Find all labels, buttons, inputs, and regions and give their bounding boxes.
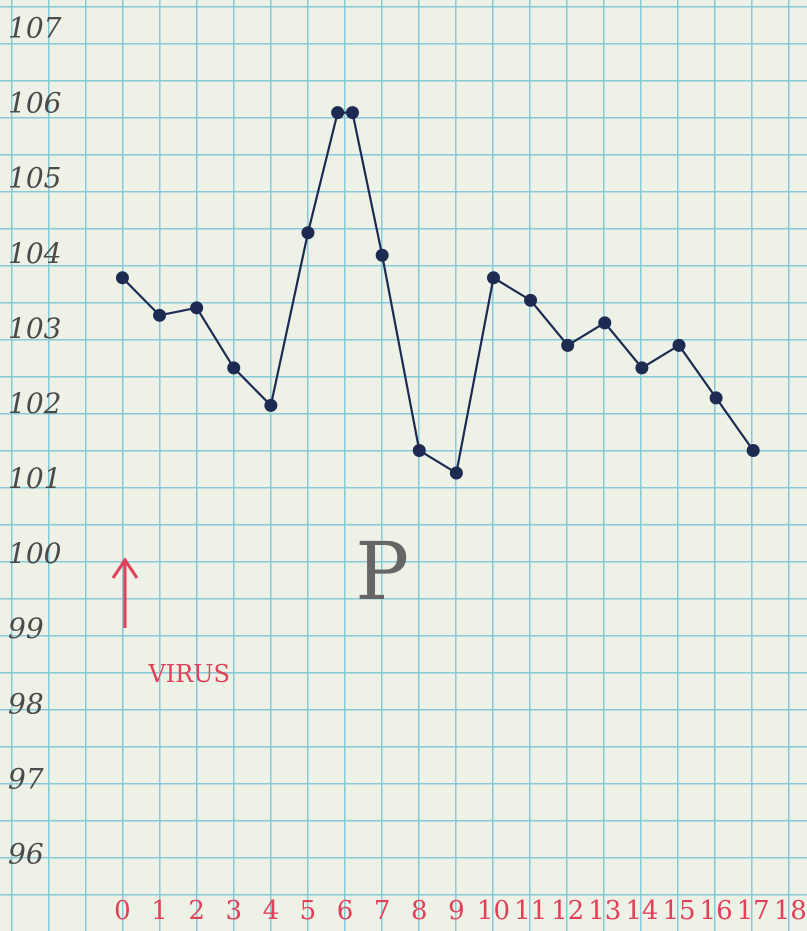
data-point [709,391,723,405]
y-tick-label: 99 [8,612,44,645]
x-tick-label: 18 [774,896,807,926]
data-point [264,398,278,412]
data-point [635,361,649,375]
y-tick-label: 101 [8,462,61,495]
x-tick-label: 6 [337,896,354,926]
x-tick-label: 5 [300,896,317,926]
x-tick-label: 14 [625,896,658,926]
data-point [449,466,463,480]
y-tick-label: 102 [8,387,61,420]
data-point [412,443,426,457]
y-tick-label: 107 [8,12,62,45]
data-point [561,338,575,352]
data-point [331,106,345,120]
data-point [153,308,167,322]
x-tick-label: 10 [477,896,510,926]
x-tick-label: 8 [411,896,428,926]
x-tick-label: 11 [514,896,547,926]
x-tick-label: 13 [588,896,621,926]
x-tick-label: 9 [448,896,465,926]
data-point [345,106,359,120]
x-tick-label: 1 [151,896,168,926]
virus-arrowhead [111,557,139,579]
y-tick-label: 106 [8,87,61,120]
data-point [524,293,538,307]
y-tick-label: 104 [8,237,61,270]
data-point [190,301,204,315]
annotation: VIRUS [147,660,230,688]
y-tick-label: 96 [8,837,44,870]
data-point [301,226,315,240]
x-tick-label: 0 [114,896,131,926]
y-tick-label: 103 [8,312,61,345]
data-point [486,271,500,285]
data-point [375,248,389,262]
series-line [121,111,755,475]
x-tick-label: 3 [225,896,242,926]
x-tick-label: 15 [662,896,695,926]
x-tick-label: 12 [551,896,584,926]
y-tick-label: 97 [8,762,44,795]
x-tick-label: 17 [737,896,770,926]
y-tick-label: 98 [8,687,44,720]
data-point [598,316,612,330]
x-tick-label: 2 [188,896,205,926]
x-tick-label: 16 [700,896,733,926]
data-point [672,338,686,352]
data-point [227,361,241,375]
x-tick-label: 4 [263,896,280,926]
y-tick-label: 105 [8,162,61,195]
y-tick-label: 100 [8,537,61,570]
x-tick-label: 7 [374,896,391,926]
annotation: P [355,525,409,618]
data-point [115,271,129,285]
data-point [746,443,760,457]
